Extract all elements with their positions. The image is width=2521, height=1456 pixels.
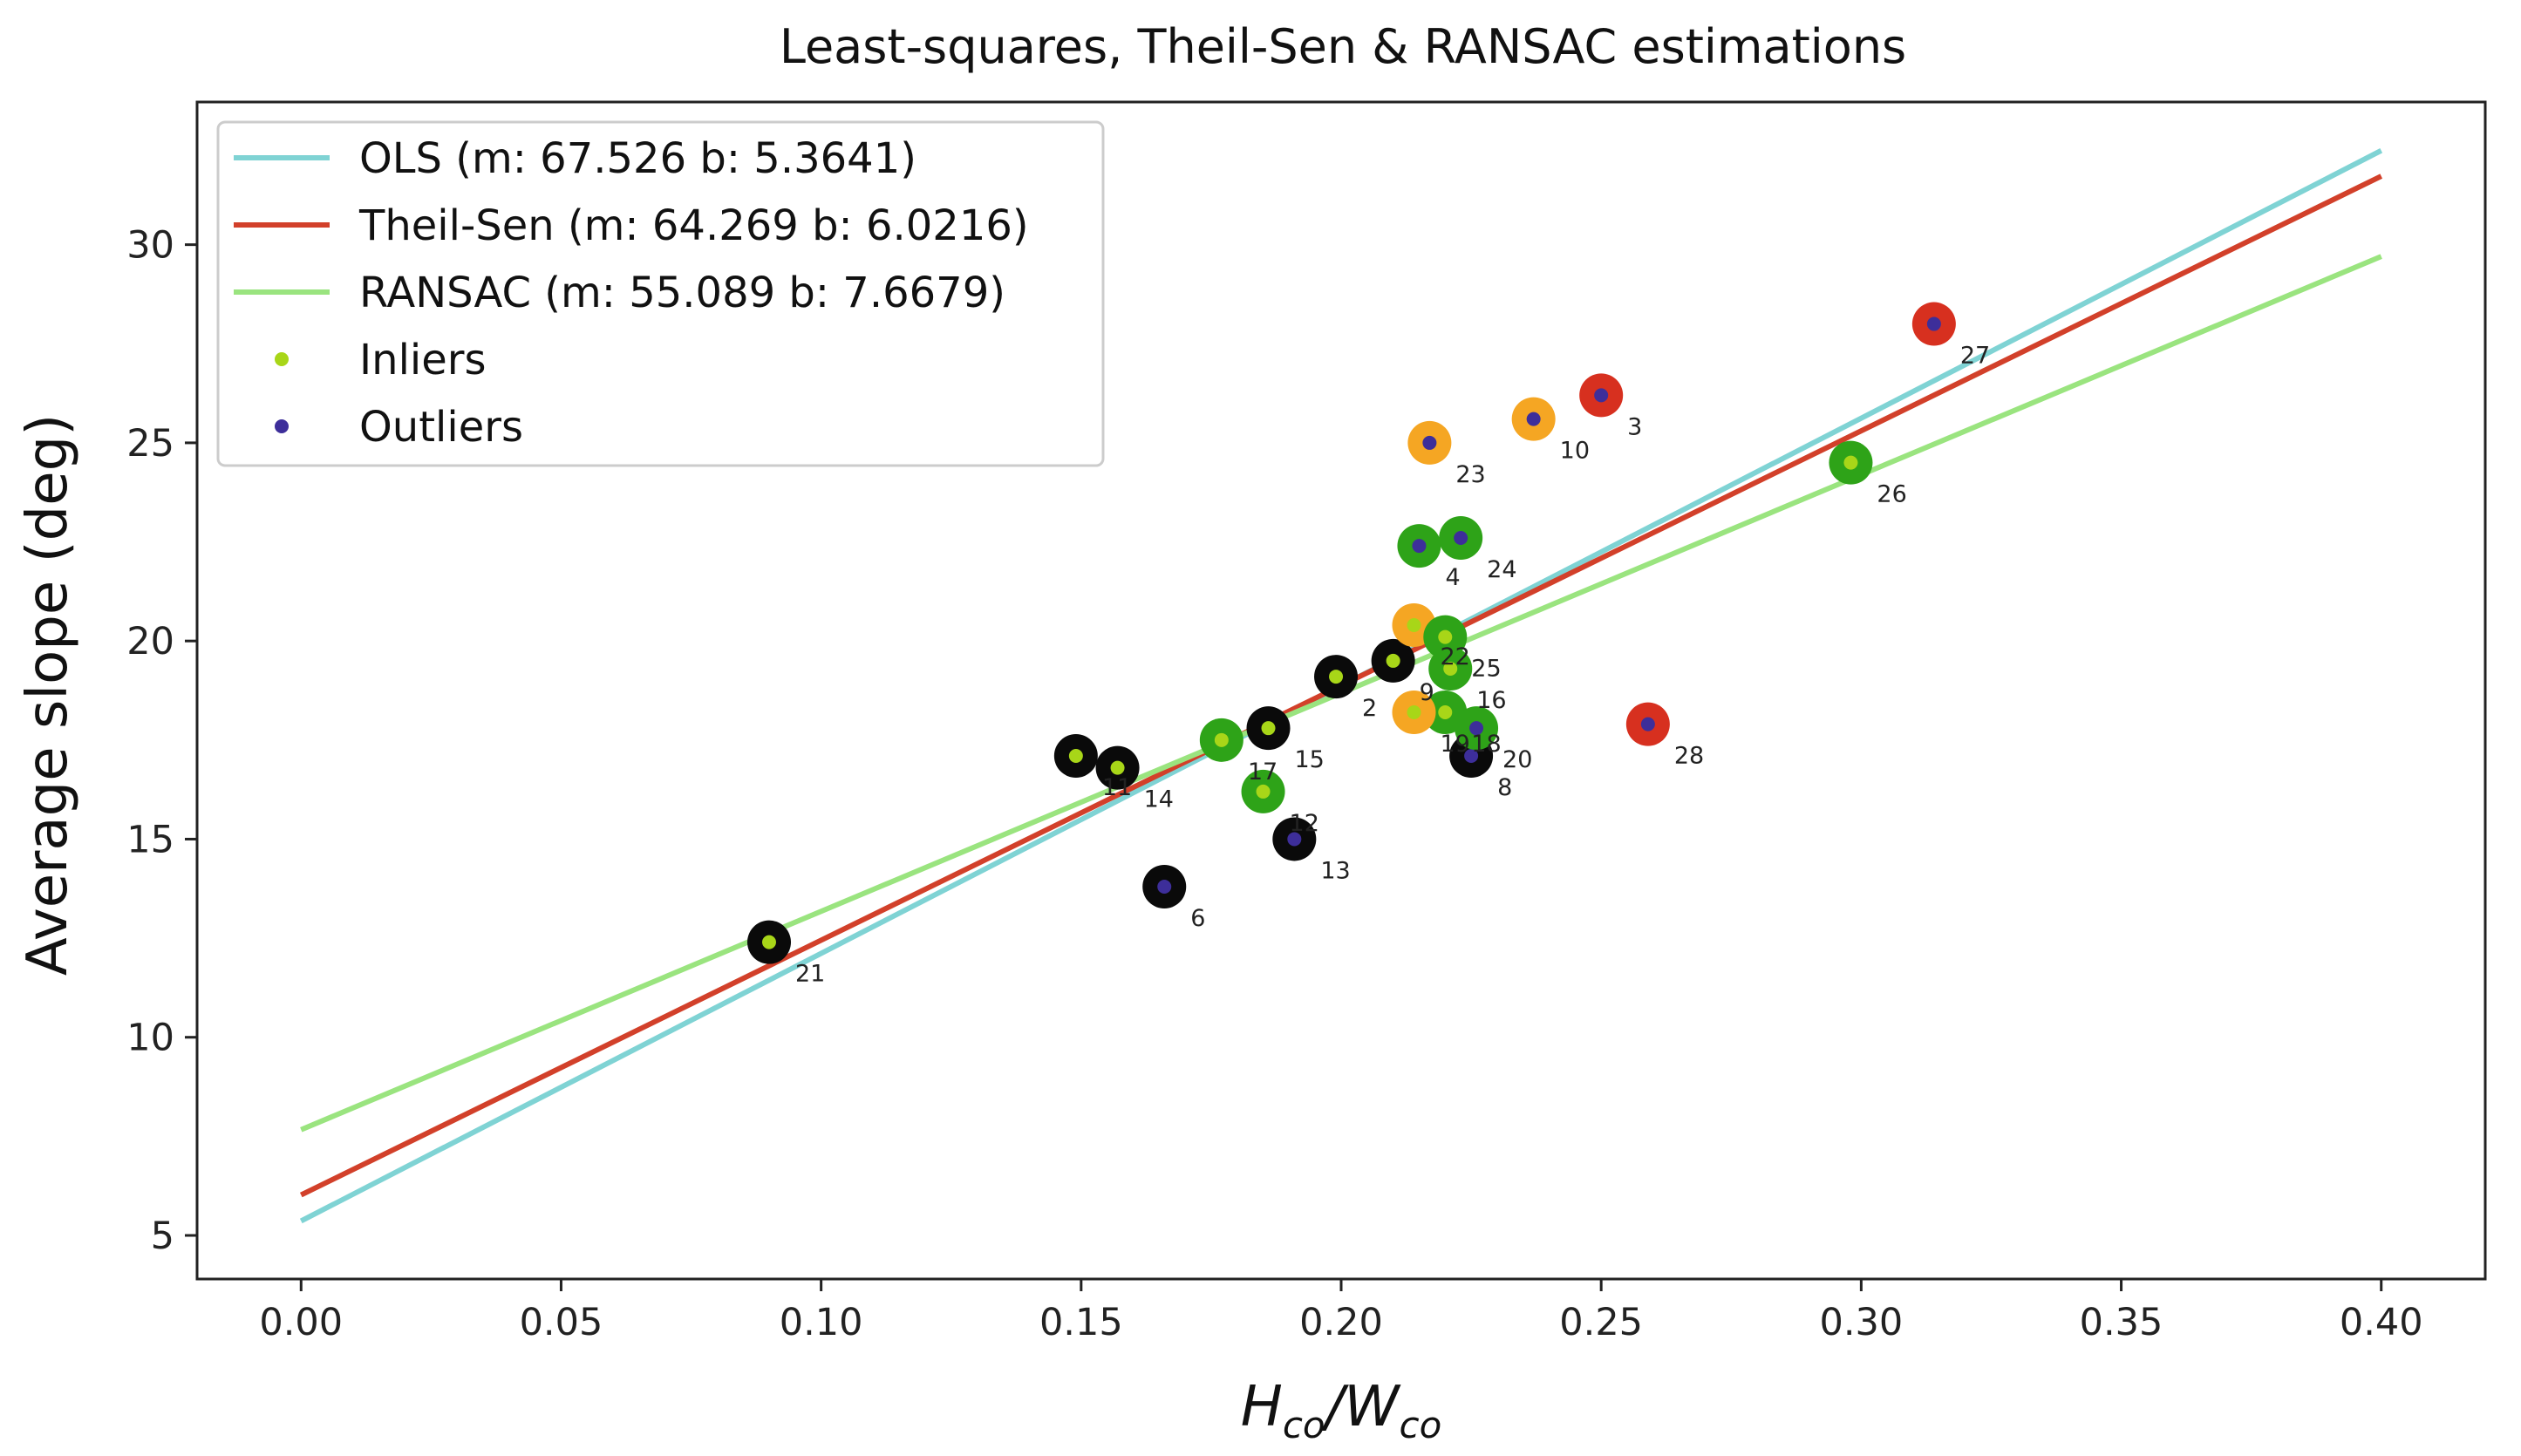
outlier-marker <box>1287 832 1302 847</box>
x-axis: 0.00 0.05 0.10 0.15 0.20 0.25 0.30 0.35 0.40 <box>259 1279 2423 1344</box>
x-tick-label: 0.10 <box>780 1301 863 1344</box>
y-tick-label: 5 <box>151 1214 174 1258</box>
point-label-12: 12 <box>1290 810 1319 837</box>
x-tick-label: 0.15 <box>1039 1301 1123 1344</box>
inlier-marker <box>1110 760 1125 775</box>
point-labels: 2346891011121314151617181920212223242526… <box>795 343 1990 988</box>
x-tick-label: 0.00 <box>259 1301 343 1344</box>
inlier-marker <box>1214 732 1229 747</box>
data-points <box>747 302 1956 964</box>
inlier-marker <box>1438 629 1453 644</box>
y-tick-label: 15 <box>126 818 174 861</box>
legend-marker-outliers <box>275 419 289 433</box>
legend-label-ols: OLS (m: 67.526 b: 5.3641) <box>359 134 916 183</box>
point-label-8: 8 <box>1497 774 1512 801</box>
point-label-23: 23 <box>1455 461 1485 488</box>
y-axis-label: Average slope (deg) <box>16 414 80 976</box>
legend-marker-inliers <box>275 352 289 366</box>
point-label-22: 22 <box>1440 643 1469 670</box>
inlier-marker <box>1443 662 1458 676</box>
point-label-15: 15 <box>1295 746 1325 773</box>
x-tick-label: 0.20 <box>1299 1301 1383 1344</box>
inlier-marker <box>1843 455 1858 470</box>
inlier-marker <box>1438 705 1453 719</box>
y-tick-label: 25 <box>126 422 174 466</box>
y-tick-label: 10 <box>126 1017 174 1060</box>
legend-label-inliers: Inliers <box>359 336 487 384</box>
outlier-marker <box>1469 721 1484 736</box>
point-label-10: 10 <box>1560 438 1590 465</box>
point-label-6: 6 <box>1190 905 1205 932</box>
point-label-2: 2 <box>1362 695 1377 722</box>
legend: OLS (m: 67.526 b: 5.3641) Theil-Sen (m: 6… <box>216 120 1105 467</box>
inlier-marker <box>1386 653 1400 668</box>
point-label-9: 9 <box>1420 679 1434 706</box>
y-tick-label: 20 <box>126 620 174 663</box>
point-label-18: 18 <box>1471 731 1501 758</box>
outlier-marker <box>1422 435 1437 450</box>
inlier-marker <box>1068 749 1083 763</box>
outlier-marker <box>1157 880 1172 894</box>
point-label-3: 3 <box>1627 413 1642 440</box>
inlier-marker <box>1407 705 1421 719</box>
legend-label-theil-sen: Theil-Sen (m: 64.269 b: 6.0216) <box>358 201 1029 250</box>
outlier-marker <box>1454 531 1468 545</box>
inlier-marker <box>1329 670 1344 684</box>
chart-title: Least-squares, Theil-Sen & RANSAC estima… <box>780 19 1906 74</box>
outlier-marker <box>1412 539 1427 554</box>
outlier-marker <box>1926 316 1941 331</box>
legend-box <box>216 120 1105 467</box>
point-label-25: 25 <box>1471 656 1501 683</box>
point-label-26: 26 <box>1877 481 1906 508</box>
inlier-marker <box>762 935 776 949</box>
outlier-marker <box>1594 388 1609 403</box>
point-label-28: 28 <box>1674 743 1704 770</box>
x-tick-label: 0.25 <box>1559 1301 1643 1344</box>
point-label-24: 24 <box>1487 556 1516 583</box>
plot-frame <box>195 100 2487 1281</box>
point-label-21: 21 <box>795 961 825 988</box>
point-label-13: 13 <box>1320 857 1350 884</box>
point-label-16: 16 <box>1476 687 1506 714</box>
x-tick-label: 0.30 <box>1819 1301 1903 1344</box>
point-label-17: 17 <box>1248 759 1278 786</box>
point-label-4: 4 <box>1445 564 1460 591</box>
point-label-11: 11 <box>1102 774 1132 801</box>
outlier-marker <box>1526 412 1541 426</box>
x-tick-label: 0.40 <box>2340 1301 2423 1344</box>
outlier-marker <box>1640 717 1655 731</box>
legend-label-ransac: RANSAC (m: 55.089 b: 7.6679) <box>359 269 1005 317</box>
x-tick-label: 0.05 <box>520 1301 603 1344</box>
inlier-marker <box>1407 618 1421 632</box>
legend-label-outliers: Outliers <box>359 403 523 452</box>
point-label-27: 27 <box>1960 343 1990 370</box>
x-axis-label: Hco/Wco <box>1241 1375 1442 1446</box>
point-label-20: 20 <box>1502 746 1532 773</box>
x-tick-label: 0.35 <box>2080 1301 2163 1344</box>
inlier-marker <box>1261 721 1276 736</box>
point-label-14: 14 <box>1144 786 1174 813</box>
point-label-19: 19 <box>1440 731 1469 758</box>
y-axis: 5 10 15 20 25 30 <box>126 224 197 1258</box>
inlier-marker <box>1256 784 1271 799</box>
y-tick-label: 30 <box>126 224 174 268</box>
outlier-marker <box>1464 749 1479 763</box>
